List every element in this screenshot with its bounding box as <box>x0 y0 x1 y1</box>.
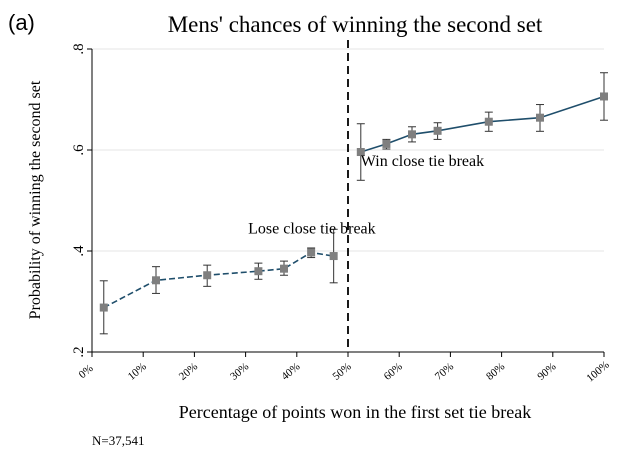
data-point <box>152 276 160 285</box>
chart-title: Mens' chances of winning the second set <box>168 12 543 37</box>
data-point <box>254 267 263 276</box>
data-point <box>280 264 288 273</box>
data-point <box>329 252 338 261</box>
x-tick-label: 30% <box>228 361 251 383</box>
x-tick-label: 90% <box>535 361 558 383</box>
y-tick-label: .6 <box>71 144 87 156</box>
panel-label: (a) <box>8 10 35 35</box>
series-group <box>356 72 608 181</box>
x-ticks: 0% 10% 20% 30% 40% 50% 60% 70% 80% 90% 100% <box>77 352 612 385</box>
data-point <box>382 139 391 148</box>
annotation-label: Win close tie break <box>361 153 484 170</box>
series-line <box>360 95 605 153</box>
y-ticks: .2 .4 .6 .8 <box>71 43 92 358</box>
data-point <box>408 130 416 139</box>
data-point <box>203 271 212 280</box>
data-point <box>307 248 316 257</box>
x-tick-label: 10% <box>126 361 149 383</box>
y-axis-label: Probability of winning the second set <box>27 80 44 319</box>
data-point <box>356 148 365 157</box>
x-tick-label: 50% <box>330 361 353 383</box>
data-point <box>99 303 108 312</box>
y-tick-label: .4 <box>71 245 87 257</box>
x-tick-label: 70% <box>433 361 456 383</box>
x-tick-label: 100% <box>584 359 611 385</box>
y-tick-label: .8 <box>71 43 87 54</box>
x-axis-label: Percentage of points won in the first se… <box>179 402 531 422</box>
x-tick-label: 0% <box>77 362 96 381</box>
data-point <box>484 117 493 126</box>
x-tick-label: 60% <box>382 361 405 383</box>
series-line <box>103 251 334 309</box>
series-group <box>99 228 338 335</box>
data-point <box>536 113 544 122</box>
x-tick-label: 40% <box>279 361 302 383</box>
x-tick-label: 80% <box>484 361 507 383</box>
annotation-label: Lose close tie break <box>248 220 376 237</box>
sample-size-note: N=37,541 <box>92 433 144 448</box>
data-point <box>433 126 442 135</box>
data-point <box>600 92 608 101</box>
annotations: Lose close tie break Win close tie break <box>248 153 484 237</box>
series <box>99 72 608 335</box>
x-tick-label: 20% <box>177 361 200 383</box>
y-tick-label: .2 <box>71 346 87 357</box>
